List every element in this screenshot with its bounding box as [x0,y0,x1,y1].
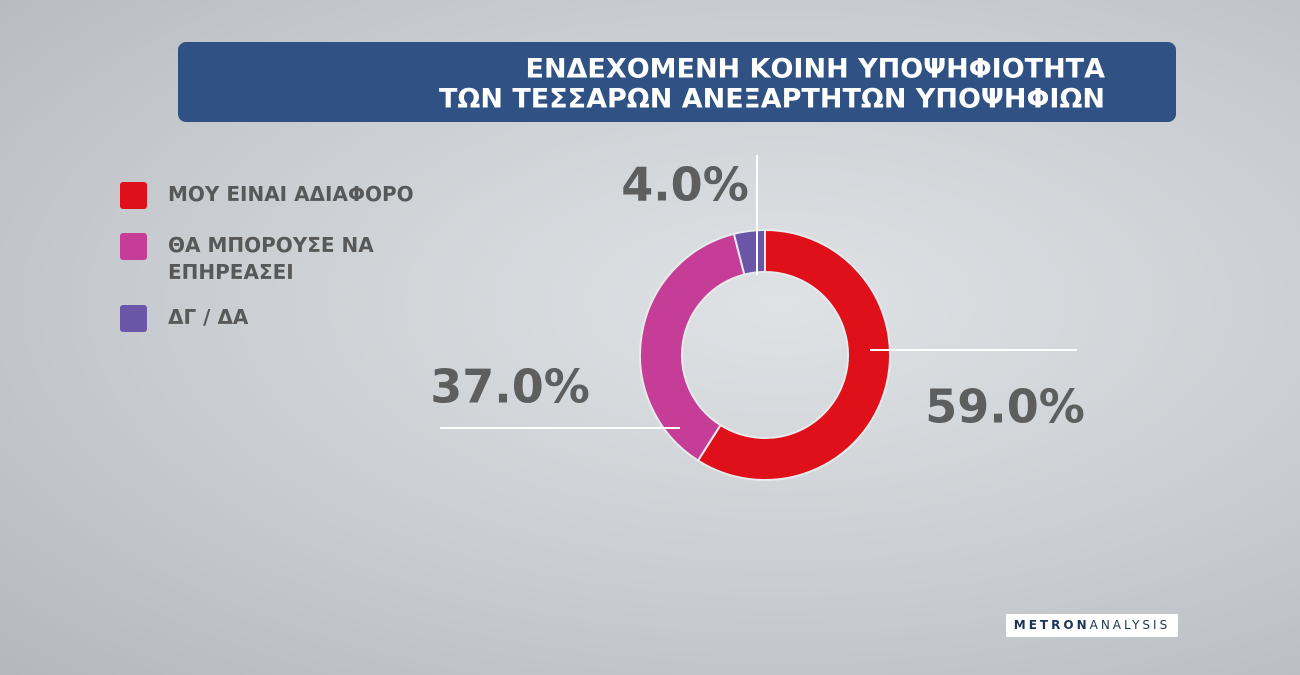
logo-text: METRON [1013,618,1090,632]
chart-title: ΕΝΔΕΧΟΜΕΝΗ ΚΟΙΝΗ ΥΠΟΨΗΦΙΟΤΗΤΑ [526,54,1106,85]
legend-label: ΜΟΥ ΕΙΝΑΙ ΑΔΙΑΦΟΡΟ [168,182,414,206]
chart-title: ΤΩΝ ΤΕΣΣΑΡΩΝ ΑΝΕΞΑΡΤΗΤΩΝ ΥΠΟΨΗΦΙΩΝ [439,84,1105,115]
donut-segment [696,228,891,481]
legend-swatch [120,182,147,209]
legend-label: ΔΓ / ΔΑ [168,305,249,329]
logo: METRONANALYSIS [1006,614,1178,637]
data-label: 37.0% [430,360,590,414]
title-bar [178,42,1176,122]
data-label: 4.0% [621,158,749,212]
legend-swatch [120,305,147,332]
data-label: 59.0% [925,380,1085,434]
logo-text: ANALYSIS [1089,618,1171,632]
legend-swatch [120,233,147,260]
legend-label: ΘΑ ΜΠΟΡΟΥΣΕ ΝΑ ΕΠΗΡΕΑΣΕΙ [168,233,374,284]
donut-segment [639,232,746,462]
